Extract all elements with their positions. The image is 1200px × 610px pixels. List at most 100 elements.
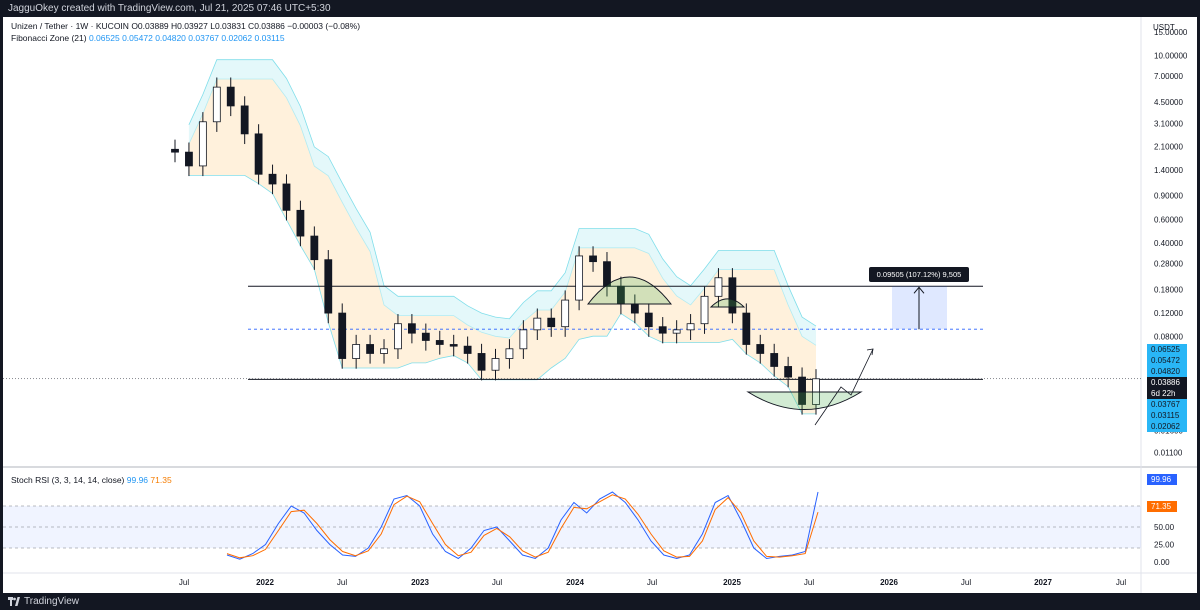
rsi-label: Stoch RSI (3, 3, 14, 14, close) [11,475,125,485]
candle-body [310,235,319,261]
candle-body [324,259,333,314]
time-tick-label: 2027 [1034,578,1052,587]
head-arc-1 [586,276,673,305]
measure-label: 0.09505 (107.12%) 9,505 [877,270,962,279]
candle-body [672,329,681,334]
price-tag-bg [1147,410,1187,421]
candle-body [240,105,249,135]
candle-body [380,348,388,354]
price-tag-bg [1147,388,1187,399]
tradingview-logo-icon [8,597,20,606]
rsi-d-value: 71.35 [150,475,172,485]
candle-body [254,133,263,175]
candle-body [714,277,723,297]
price-tick-label: 0.08000 [1154,333,1183,342]
price-tag-bg [1147,366,1187,377]
candle-body [226,86,235,107]
candle-body [561,299,570,328]
ohlc-values: O0.03889 H0.03927 L0.03831 C0.03886 −0.0… [131,21,361,31]
projection-arrow [814,348,874,426]
tradingview-brand: TradingView [24,596,80,607]
price-tag-bg [1147,377,1187,388]
measure-label-bg [869,267,969,282]
time-tick-label: Jul [492,578,502,587]
time-tick-label: 2023 [411,578,429,587]
candle-body [798,376,806,405]
candle-body [338,312,347,359]
candle-body [394,323,402,350]
candle-body [407,323,416,334]
candle-body [171,148,179,153]
time-tick-label: 2025 [723,578,741,587]
fib-zone-top-line [188,59,817,327]
candle-body [435,340,444,345]
price-tick-label: 7.00000 [1154,72,1183,81]
candle-body [756,344,765,354]
price-tick-label: 0.18000 [1154,285,1183,294]
price-tick-label: 10.00000 [1154,51,1188,60]
price-tag-bg [1147,355,1187,366]
fib-value-2: 0.05472 [122,33,153,43]
fib-value-5: 0.02062 [221,33,253,43]
projection-arrow-head [866,348,874,356]
candle-body [728,277,737,314]
symbol-title: Unizen / Tether · 1W · KUCOIN [11,21,129,31]
price-tick-label: 0.60000 [1154,215,1183,224]
price-tick-label: 1.40000 [1154,166,1183,175]
candle-body [421,332,430,341]
candle-body [268,173,277,185]
candle-body [603,261,611,287]
candle-body [547,317,556,328]
price-tick-label: 2.10000 [1154,142,1183,151]
candle-body [282,183,291,211]
price-tick-label: 15.00000 [1154,28,1188,37]
price-tick-label: 3.10000 [1154,120,1183,129]
candle-body [198,121,207,167]
chart-panel[interactable]: 0.09505 (107.12%) 9,505 USDT 15.00000 10.0… [3,17,1197,593]
time-tick-label: Jul [337,578,347,587]
fib-legend[interactable]: Fibonacci Zone (21) 0.06525 0.05472 0.04… [11,33,285,43]
rsi-k-tag-bg [1147,474,1177,485]
price-tick-label: 0.01100 [1154,448,1183,457]
candle-body [449,344,458,347]
candle-body [185,151,193,167]
candle-body [505,348,514,359]
measure-arrow-head [913,286,925,294]
candle-body [742,312,751,345]
head-arc-2 [709,298,746,308]
time-tick-label: 2024 [566,578,584,587]
candle-body [589,255,597,263]
candle-body [296,209,305,237]
rsi-tick-label: 50.00 [1154,523,1175,532]
rsi-k-tag: 99.96 [1151,475,1172,484]
rsi-k-line [226,491,819,560]
candle-body [630,303,639,314]
price-tag-label: 0.04820 [1151,367,1180,376]
time-tick-label: 2026 [880,578,898,587]
price-tag-label: 0.02062 [1151,422,1180,431]
created-by-text: JagguOkey created with TradingView.com, … [8,3,331,14]
candle-body [700,295,709,325]
candle-body [644,312,653,328]
candle-body [212,86,221,123]
candle-body [366,344,374,354]
rsi-d-tag: 71.35 [1151,502,1172,511]
price-tick-label: 0.90000 [1154,192,1183,201]
time-tick-label: Jul [804,578,814,587]
candle-body [533,317,542,331]
price-axis-currency: USDT [1153,23,1175,32]
fib-value-3: 0.04820 [155,33,186,43]
rsi-k-value: 99.96 [126,475,149,485]
rsi-legend[interactable]: Stoch RSI (3, 3, 14, 14, close) 99.96 71… [11,475,172,485]
top-bar: JagguOkey created with TradingView.com, … [0,0,1200,17]
rsi-d-tag-bg [1147,501,1177,512]
candle-body [463,345,472,354]
time-tick-label: 2022 [256,578,274,587]
candle-body [477,353,486,371]
symbol-legend[interactable]: Unizen / Tether · 1W · KUCOIN O0.03889 H… [11,21,360,31]
time-tick-label: Jul [1116,578,1126,587]
price-tick-label: 4.50000 [1154,98,1183,107]
fib-value-1: 0.06525 [88,33,120,43]
